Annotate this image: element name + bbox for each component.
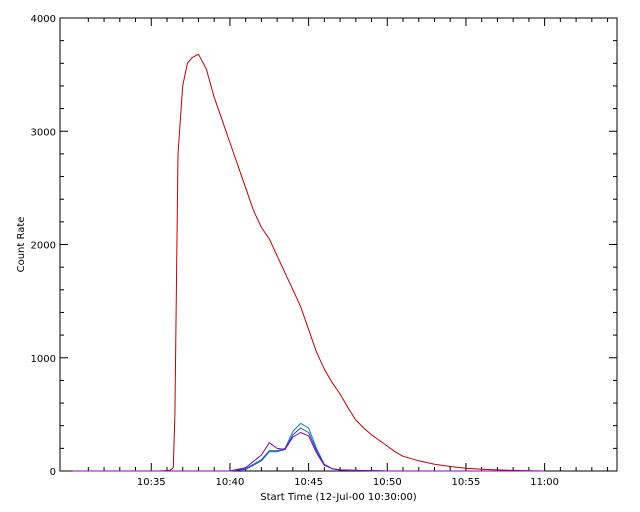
series-group: [72, 53, 545, 472]
plot-frame: [59, 17, 618, 472]
series-line-1: [72, 53, 545, 472]
x-tick-label: 10:55: [452, 477, 481, 488]
y-tick-label: 4000: [31, 14, 56, 25]
x-axis-title: Start Time (12-Jul-00 10:30:00): [260, 492, 417, 503]
y-tick-label: 2000: [31, 241, 56, 252]
x-tick-label: 10:40: [216, 477, 245, 488]
y-tick-label: 1000: [31, 354, 56, 365]
x-axis: 10:35 10:40 10:45 10:50 10:55 11:00: [87, 18, 609, 488]
x-tick-label: 10:50: [373, 477, 402, 488]
x-tick-label: 11:00: [530, 477, 559, 488]
y-axis: 0 1000 2000 3000 4000: [31, 14, 617, 478]
series-line-4: [72, 432, 545, 472]
y-tick-label: 3000: [31, 127, 56, 138]
y-tick-label: 0: [50, 467, 56, 478]
y-axis-title: Count Rate: [16, 217, 27, 273]
x-tick-label: 10:45: [294, 477, 323, 488]
x-tick-label: 10:35: [137, 477, 166, 488]
